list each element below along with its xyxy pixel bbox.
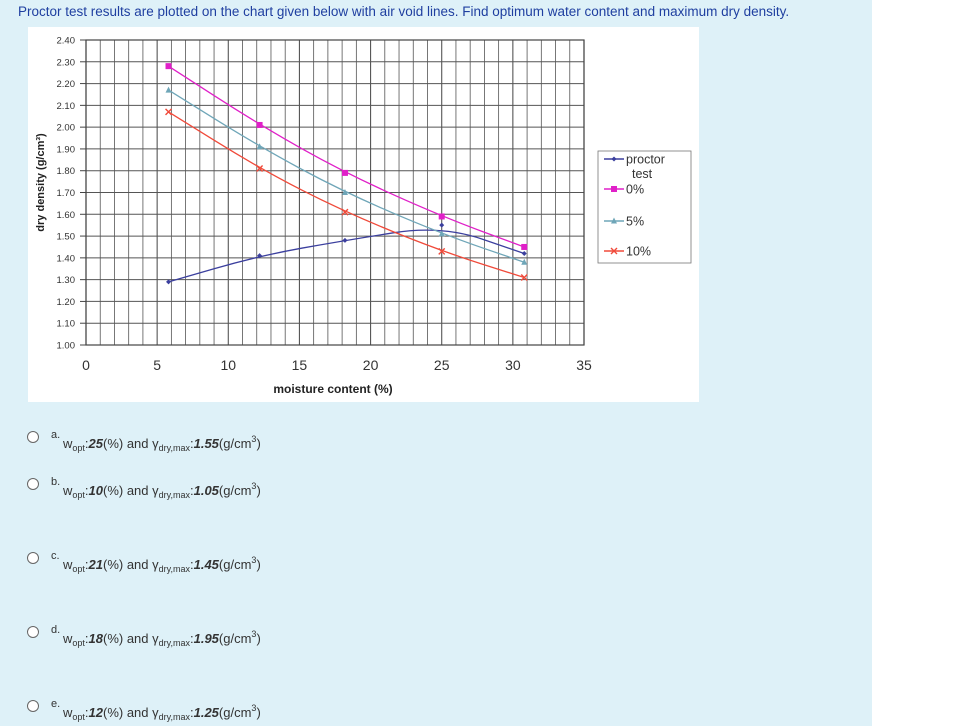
y-tick-label: 1.70 [57,188,76,199]
data-point [256,165,264,173]
option-letter: c. [51,550,60,562]
data-point [342,237,348,243]
data-point [439,222,445,228]
question-text: Proctor test results are plotted on the … [18,4,790,19]
x-tick-label: 25 [434,357,450,373]
series-line-0 [168,229,525,283]
data-point [520,273,528,281]
data-point [341,189,348,195]
y-tick-label: 2.20 [57,79,76,90]
option-g-value: 1.95 [193,631,219,646]
legend-box [597,150,692,264]
data-point [165,108,173,116]
data-point [611,156,617,162]
x-axis-title: moisture content (%) [273,382,392,396]
legend-label: test [632,167,653,181]
legend-label: 0% [626,183,644,197]
option-text: wopt:10(%) and γdry,max:1.05(g/cm3) [63,481,261,500]
x-tick-label: 15 [292,357,308,373]
y-axis-title: dry density (g/cm³) [35,133,47,232]
data-point [256,121,263,128]
x-tick-label: 5 [153,357,161,373]
x-tick-label: 35 [576,357,592,373]
data-point [438,230,445,237]
legend-label: proctor [626,153,665,167]
data-point [521,258,528,265]
option-text: wopt:18(%) and γdry,max:1.95(g/cm3) [63,629,261,648]
y-tick-label: 1.00 [57,341,76,352]
option-letter: a. [51,429,61,441]
option-text: wopt:12(%) and γdry,max:1.25(g/cm3) [63,703,261,722]
x-tick-label: 30 [505,357,521,373]
data-point [438,247,446,255]
question-panel: Proctor test results are plotted on the … [0,0,872,726]
option-w-value: 21 [88,557,103,572]
y-tick-label: 2.40 [57,36,76,47]
y-tick-label: 2.10 [57,101,76,112]
data-point [257,253,263,259]
option-letter: e. [51,698,61,710]
option-w-value: 10 [88,483,103,498]
option-text: wopt:25(%) and γdry,max:1.55(g/cm3) [63,434,261,453]
y-tick-label: 1.10 [57,319,76,330]
x-tick-label: 20 [363,357,379,373]
y-tick-label: 1.60 [57,210,76,221]
option-a[interactable]: a. wopt:25(%) and γdry,max:1.55(g/cm3) [24,429,384,457]
proctor-chart: 2.40 2.30 2.20 2.10 2.00 1.90 1.80 1.70 1.60 1.50… [28,27,699,402]
option-d[interactable]: d. wopt:18(%) and γdry,max:1.95(g/cm3) [24,624,384,652]
option-g-value: 1.45 [193,557,219,572]
option-w-value: 12 [88,705,103,720]
option-b[interactable]: b. wopt:10(%) and γdry,max:1.05(g/cm3) [24,476,384,504]
option-e[interactable]: e. wopt:12(%) and γdry,max:1.25(g/cm3) [24,698,384,726]
option-g-value: 1.05 [193,483,219,498]
data-point [256,143,263,150]
series-line-1 [168,65,525,248]
data-point [611,186,617,192]
data-point [521,243,528,250]
data-point [166,279,172,285]
y-tick-label: 1.40 [57,253,76,264]
y-tick-label: 1.50 [57,232,76,243]
chart-svg: 2.40 2.30 2.20 2.10 2.00 1.90 1.80 1.70 1.60 1.50… [35,36,692,396]
data-point [341,208,349,216]
y-tick-label: 2.00 [57,123,76,134]
option-g-value: 1.25 [193,705,219,720]
option-letter: d. [51,624,61,636]
radio-e[interactable] [27,700,39,712]
data-point [438,213,445,220]
x-tick-label: 10 [220,357,236,373]
y-tick-label: 1.90 [57,144,76,155]
radio-b[interactable] [27,478,39,490]
radio-a[interactable] [27,431,39,443]
option-c[interactable]: c. wopt:21(%) and γdry,max:1.45(g/cm3) [24,550,384,578]
legend-label: 10% [626,245,651,259]
data-point [341,169,348,176]
option-letter: b. [51,476,61,488]
data-point [611,217,617,224]
legend-label: 5% [626,215,644,229]
data-point [521,251,527,256]
data-point [610,247,618,255]
data-point [165,63,172,70]
y-tick-label: 1.30 [57,275,76,286]
option-text: wopt:21(%) and γdry,max:1.45(g/cm3) [63,555,261,574]
option-w-value: 18 [88,631,103,646]
option-w-value: 25 [88,436,103,451]
radio-c[interactable] [27,552,39,564]
option-g-value: 1.55 [193,436,219,451]
y-tick-label: 1.20 [57,297,76,308]
data-point [165,86,172,93]
x-tick-label: 0 [82,357,90,373]
y-tick-label: 2.30 [57,57,76,68]
y-tick-label: 1.80 [57,166,76,177]
radio-d[interactable] [27,626,39,638]
